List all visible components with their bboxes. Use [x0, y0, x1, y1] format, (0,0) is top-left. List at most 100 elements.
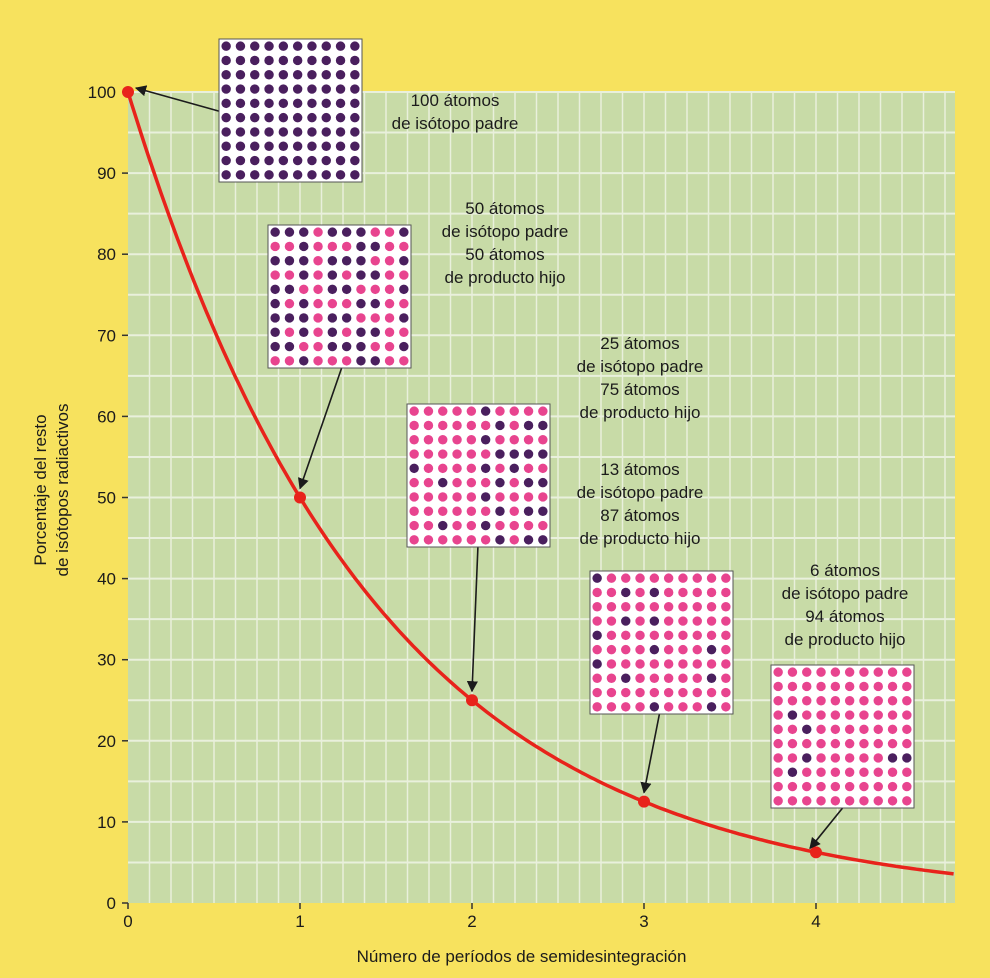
daughter-atom: [538, 406, 548, 416]
daughter-atom: [706, 630, 717, 641]
parent-atom: [270, 227, 280, 237]
daughter-atom: [423, 535, 434, 545]
daughter-atom: [409, 506, 419, 516]
daughter-atom: [773, 667, 783, 677]
daughter-atom: [423, 435, 434, 445]
daughter-atom: [270, 356, 280, 366]
daughter-atom: [692, 702, 702, 712]
parent-atom: [292, 55, 303, 66]
parent-atom: [509, 463, 519, 474]
daughter-atom: [663, 602, 674, 612]
daughter-atom: [384, 284, 395, 295]
daughter-atom: [649, 573, 660, 583]
daughter-atom: [523, 463, 534, 474]
daughter-atom: [773, 681, 783, 692]
daughter-atom: [495, 520, 505, 531]
parent-atom: [327, 256, 338, 266]
daughter-atom: [873, 781, 883, 792]
daughter-atom: [649, 673, 660, 683]
annotation-line: de producto hijo: [580, 403, 701, 422]
daughter-atom: [313, 341, 323, 352]
parent-atom: [523, 449, 534, 459]
y-tick-label: 60: [97, 407, 116, 426]
annotation-line: 50 átomos: [465, 245, 544, 264]
data-point: [810, 846, 822, 859]
parent-atom: [292, 98, 303, 109]
daughter-atom: [509, 435, 519, 445]
daughter-atom: [313, 241, 323, 252]
daughter-atom: [873, 796, 883, 806]
parent-atom: [299, 327, 309, 337]
daughter-atom: [887, 667, 898, 677]
daughter-atom: [635, 659, 645, 669]
parent-atom: [399, 284, 409, 295]
daughter-atom: [370, 284, 380, 295]
daughter-atom: [621, 644, 631, 655]
y-tick-label: 30: [97, 651, 116, 670]
parent-atom: [235, 70, 246, 80]
daughter-atom: [859, 796, 869, 806]
parent-atom: [292, 170, 303, 180]
parent-atom: [350, 155, 360, 166]
parent-atom: [250, 170, 260, 180]
parent-atom: [235, 141, 246, 151]
daughter-atom: [399, 270, 409, 280]
parent-atom: [321, 112, 331, 123]
daughter-atom: [409, 492, 419, 502]
daughter-atom: [649, 659, 660, 669]
daughter-atom: [452, 420, 462, 431]
daughter-atom: [773, 724, 783, 735]
daughter-atom: [830, 753, 841, 763]
annotation-label: 25 átomos de isótopo padre 75 átomos de pro…: [577, 334, 704, 422]
daughter-atom: [844, 696, 855, 706]
daughter-atom: [902, 724, 912, 735]
daughter-atom: [409, 406, 419, 416]
parent-atom: [649, 587, 660, 598]
parent-atom: [235, 98, 246, 109]
daughter-atom: [802, 738, 812, 749]
daughter-atom: [692, 687, 702, 698]
daughter-atom: [663, 587, 674, 598]
parent-atom: [523, 506, 534, 516]
daughter-atom: [284, 241, 295, 252]
parent-atom: [350, 41, 360, 51]
parent-atom: [480, 520, 491, 531]
parent-atom: [321, 41, 331, 51]
data-point: [638, 795, 650, 808]
parent-atom: [649, 644, 660, 655]
parent-atom: [409, 463, 419, 474]
x-tick-label: 3: [639, 912, 648, 931]
parent-atom: [649, 616, 660, 626]
daughter-atom: [341, 327, 352, 337]
daughter-atom: [802, 696, 812, 706]
daughter-atom: [606, 573, 617, 583]
parent-atom: [264, 127, 274, 137]
parent-atom: [235, 55, 246, 66]
daughter-atom: [606, 673, 617, 683]
daughter-atom: [873, 696, 883, 706]
parent-atom: [399, 313, 409, 323]
parent-atom: [356, 327, 366, 337]
y-axis-title-line: de isótopos radiactivos: [53, 404, 72, 577]
parent-atom: [264, 141, 274, 151]
parent-atom: [356, 256, 366, 266]
x-axis-title: Número de períodos de semidesintegración: [357, 947, 687, 966]
parent-atom: [523, 535, 534, 545]
annotation-label: 50 átomos de isótopo padre 50 átomos de pro…: [442, 199, 569, 287]
daughter-atom: [423, 492, 434, 502]
daughter-atom: [509, 406, 519, 416]
daughter-atom: [592, 602, 602, 612]
y-tick-label: 40: [97, 570, 116, 589]
parent-atom: [370, 270, 380, 280]
daughter-atom: [859, 767, 869, 777]
daughter-atom: [663, 616, 674, 626]
daughter-atom: [606, 687, 617, 698]
parent-atom: [370, 356, 380, 366]
parent-atom: [321, 155, 331, 166]
daughter-atom: [523, 435, 534, 445]
daughter-atom: [480, 506, 491, 516]
daughter-atom: [721, 659, 731, 669]
daughter-atom: [313, 256, 323, 266]
daughter-atom: [816, 681, 826, 692]
